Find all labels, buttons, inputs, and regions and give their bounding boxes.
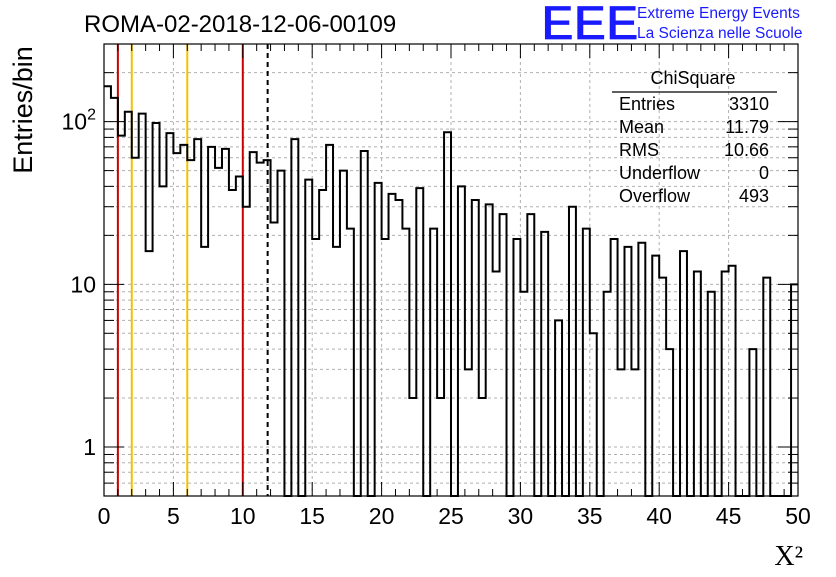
- axis-ticks: [103, 43, 799, 497]
- y-tick-label: 102: [62, 107, 97, 135]
- y-tick-labels: 1 10 102: [62, 107, 97, 460]
- x-tick-label: 15: [299, 503, 325, 529]
- x-tick-label: 45: [716, 503, 742, 529]
- y-tick-label: 1: [83, 434, 96, 460]
- x-tick-labels: 0 5 10 15 20 25 30 35 40 45 50: [98, 503, 811, 529]
- stats-label-rms: RMS: [619, 140, 659, 160]
- stats-label-entries: Entries: [619, 94, 675, 114]
- stats-label-underflow: Underflow: [619, 163, 701, 183]
- x-tick-label: 20: [369, 503, 395, 529]
- stats-label-overflow: Overflow: [619, 186, 691, 206]
- x-tick-label: 40: [646, 503, 672, 529]
- stats-value-overflow: 493: [739, 186, 769, 206]
- histogram-outline: [104, 85, 798, 497]
- stats-value-rms: 10.66: [724, 140, 769, 160]
- stats-value-mean: 11.79: [725, 117, 769, 137]
- x-tick-label: 30: [508, 503, 534, 529]
- y-axis-label: Entries/bin: [8, 46, 38, 174]
- x-tick-label: 0: [98, 503, 111, 529]
- y-tick-label: 10: [70, 271, 96, 297]
- x-tick-label: 50: [785, 503, 811, 529]
- stats-title: ChiSquare: [650, 68, 735, 88]
- x-axis-label: X²: [774, 541, 803, 572]
- stats-value-entries: 3310: [729, 94, 769, 114]
- stats-label-mean: Mean: [619, 117, 664, 137]
- stats-value-underflow: 0: [759, 163, 769, 183]
- x-tick-label: 5: [167, 503, 180, 529]
- logo-line-1: Extreme Energy Events: [637, 5, 800, 22]
- x-tick-label: 10: [230, 503, 256, 529]
- x-tick-label: 35: [577, 503, 603, 529]
- stats-box: ChiSquare Entries 3310 Mean 11.79 RMS 10…: [612, 68, 777, 206]
- grid-layer: [104, 43, 798, 497]
- chart-title: ROMA-02-2018-12-06-00109: [84, 11, 396, 38]
- eee-logo: EEE: [541, 0, 638, 51]
- logo-line-2: La Scienza nelle Scuole: [637, 25, 802, 42]
- x-tick-label: 25: [438, 503, 464, 529]
